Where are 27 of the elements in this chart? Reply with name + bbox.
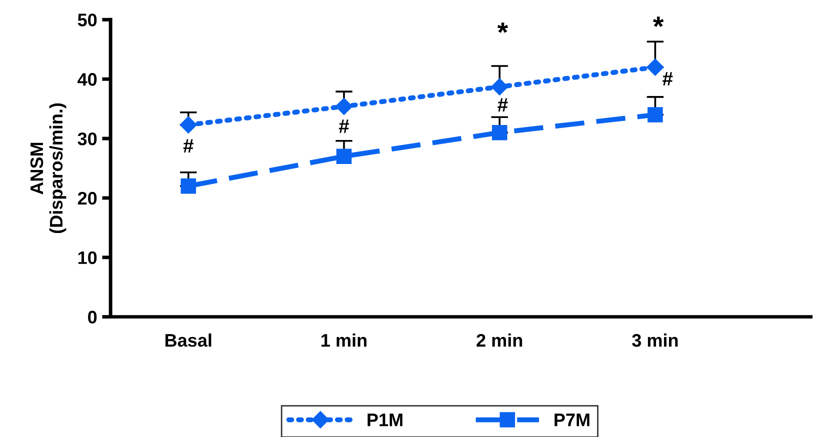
y-tick-label: 0 <box>88 310 97 324</box>
y-tick-label: 30 <box>78 132 97 146</box>
point <box>335 98 353 115</box>
legend-label: P1M <box>368 414 402 426</box>
annotation: # <box>662 72 673 86</box>
annotation: # <box>338 120 350 133</box>
x-tick-label: Basal <box>165 333 212 347</box>
legend-label: P7M <box>554 414 590 426</box>
point <box>180 116 197 134</box>
annotation: # <box>498 98 508 112</box>
point <box>336 148 352 164</box>
x-tick-label: 2 min <box>476 333 522 347</box>
y-tick-label: 10 <box>78 251 97 264</box>
y-tick-label: 20 <box>78 192 97 205</box>
x-tick-label: 3 min <box>632 333 678 347</box>
point <box>492 124 508 140</box>
annotation: # <box>183 139 194 152</box>
x-tick-label: 1 min <box>322 333 366 347</box>
point <box>646 58 664 76</box>
point <box>648 107 663 122</box>
y-tick-label: 40 <box>78 73 97 86</box>
y-axis-title: ANSM (Disparos/min.) <box>30 103 66 234</box>
annotation: * <box>652 16 664 27</box>
point <box>491 78 508 96</box>
annotation: * <box>497 22 508 33</box>
y-tick-label: 50 <box>78 14 97 26</box>
point <box>180 178 196 194</box>
